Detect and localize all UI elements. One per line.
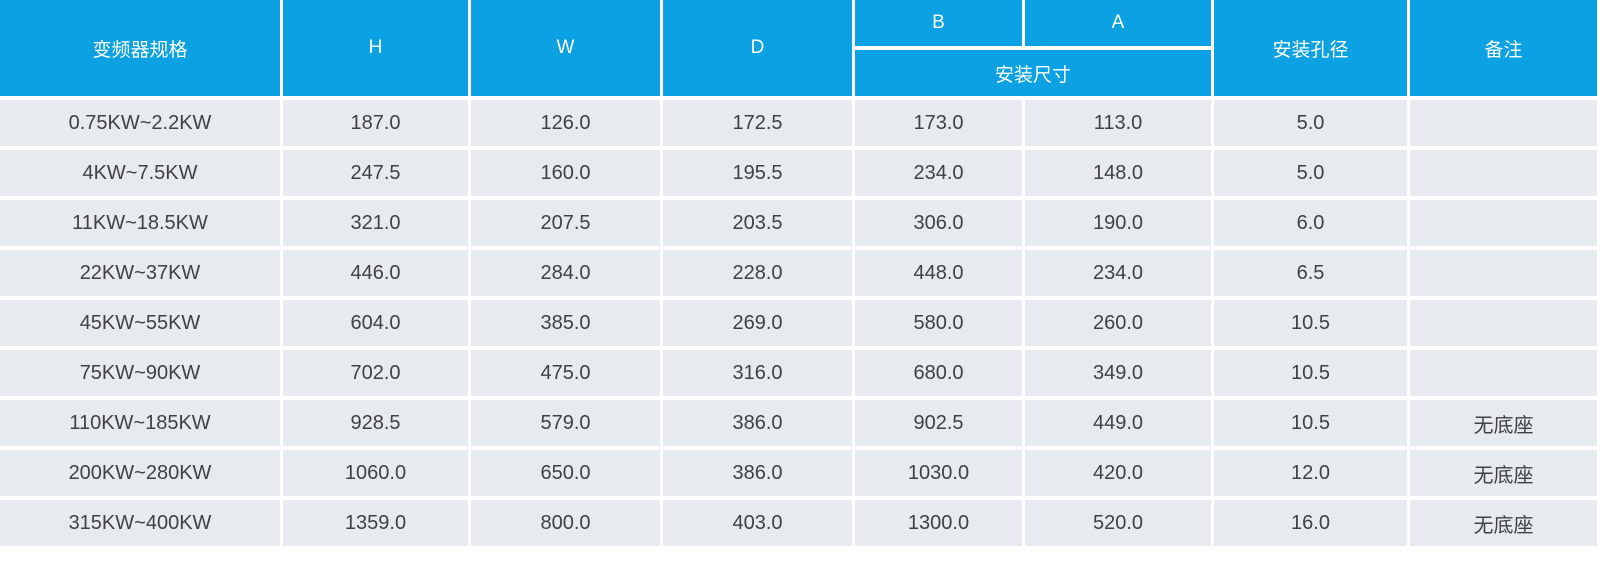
header-cell-w: W [471,0,660,96]
cell-d: 316.0 [663,350,852,396]
cell-hole-diameter: 12.0 [1214,450,1407,496]
cell-hole-diameter: 6.0 [1214,200,1407,246]
cell-hole-diameter: 10.5 [1214,300,1407,346]
table-body: 0.75KW~2.2KW 187.0 126.0 172.5 173.0 113… [0,100,1597,546]
cell-d: 403.0 [663,500,852,546]
cell-w: 650.0 [471,450,660,496]
cell-hole-diameter: 5.0 [1214,150,1407,196]
cell-d: 386.0 [663,400,852,446]
table-row: 200KW~280KW 1060.0 650.0 386.0 1030.0 42… [0,450,1597,496]
table-row: 0.75KW~2.2KW 187.0 126.0 172.5 173.0 113… [0,100,1597,146]
cell-d: 228.0 [663,250,852,296]
cell-spec: 0.75KW~2.2KW [0,100,280,146]
cell-b: 580.0 [855,300,1022,346]
table-row: 110KW~185KW 928.5 579.0 386.0 902.5 449.… [0,400,1597,446]
table-row: 11KW~18.5KW 321.0 207.5 203.5 306.0 190.… [0,200,1597,246]
cell-b: 680.0 [855,350,1022,396]
cell-remark [1410,100,1597,146]
cell-remark: 无底座 [1410,450,1597,496]
cell-h: 321.0 [283,200,468,246]
cell-h: 1359.0 [283,500,468,546]
cell-w: 160.0 [471,150,660,196]
cell-d: 195.5 [663,150,852,196]
header-row-top: 变频器规格 H W D B A 安装孔径 备注 [0,0,1597,96]
cell-a: 420.0 [1025,450,1211,496]
cell-spec: 45KW~55KW [0,300,280,346]
cell-w: 284.0 [471,250,660,296]
cell-a: 449.0 [1025,400,1211,446]
cell-h: 702.0 [283,350,468,396]
cell-d: 269.0 [663,300,852,346]
cell-spec: 110KW~185KW [0,400,280,446]
header-row-sub: 安装尺寸 [0,50,1597,96]
cell-a: 260.0 [1025,300,1211,346]
cell-d: 203.5 [663,200,852,246]
header-cell-remarks: 备注 [1410,0,1597,96]
cell-w: 207.5 [471,200,660,246]
cell-b: 1300.0 [855,500,1022,546]
cell-a: 113.0 [1025,100,1211,146]
cell-b: 173.0 [855,100,1022,146]
cell-a: 234.0 [1025,250,1211,296]
cell-hole-diameter: 6.5 [1214,250,1407,296]
cell-hole-diameter: 10.5 [1214,400,1407,446]
header-cell-hole-diameter: 安装孔径 [1214,0,1407,96]
cell-b: 1030.0 [855,450,1022,496]
cell-w: 579.0 [471,400,660,446]
cell-spec: 200KW~280KW [0,450,280,496]
cell-b: 306.0 [855,200,1022,246]
cell-h: 604.0 [283,300,468,346]
cell-spec: 11KW~18.5KW [0,200,280,246]
cell-remark: 无底座 [1410,500,1597,546]
cell-d: 386.0 [663,450,852,496]
header-cell-d: D [663,0,852,96]
cell-spec: 75KW~90KW [0,350,280,396]
cell-w: 385.0 [471,300,660,346]
cell-b: 902.5 [855,400,1022,446]
cell-spec: 4KW~7.5KW [0,150,280,196]
header-cell-b: B [855,0,1022,46]
cell-w: 475.0 [471,350,660,396]
cell-remark: 无底座 [1410,400,1597,446]
cell-a: 349.0 [1025,350,1211,396]
cell-hole-diameter: 16.0 [1214,500,1407,546]
cell-a: 190.0 [1025,200,1211,246]
table-header: 变频器规格 H W D B A 安装孔径 备注 安装尺寸 [0,0,1597,96]
table-row: 4KW~7.5KW 247.5 160.0 195.5 234.0 148.0 … [0,150,1597,196]
cell-remark [1410,300,1597,346]
cell-remark [1410,350,1597,396]
cell-b: 448.0 [855,250,1022,296]
cell-h: 247.5 [283,150,468,196]
cell-spec: 315KW~400KW [0,500,280,546]
cell-remark [1410,150,1597,196]
cell-h: 928.5 [283,400,468,446]
header-cell-a: A [1025,0,1211,46]
cell-h: 187.0 [283,100,468,146]
header-cell-h: H [283,0,468,96]
cell-w: 800.0 [471,500,660,546]
cell-b: 234.0 [855,150,1022,196]
cell-a: 520.0 [1025,500,1211,546]
cell-w: 126.0 [471,100,660,146]
header-cell-spec: 变频器规格 [0,0,280,96]
table-row: 22KW~37KW 446.0 284.0 228.0 448.0 234.0 … [0,250,1597,296]
cell-h: 446.0 [283,250,468,296]
header-cell-mounting-dimensions: 安装尺寸 [855,50,1211,96]
table-row: 315KW~400KW 1359.0 800.0 403.0 1300.0 52… [0,500,1597,546]
table-row: 45KW~55KW 604.0 385.0 269.0 580.0 260.0 … [0,300,1597,346]
cell-spec: 22KW~37KW [0,250,280,296]
cell-hole-diameter: 10.5 [1214,350,1407,396]
table-row: 75KW~90KW 702.0 475.0 316.0 680.0 349.0 … [0,350,1597,396]
cell-remark [1410,200,1597,246]
cell-d: 172.5 [663,100,852,146]
cell-remark [1410,250,1597,296]
cell-h: 1060.0 [283,450,468,496]
cell-a: 148.0 [1025,150,1211,196]
cell-hole-diameter: 5.0 [1214,100,1407,146]
